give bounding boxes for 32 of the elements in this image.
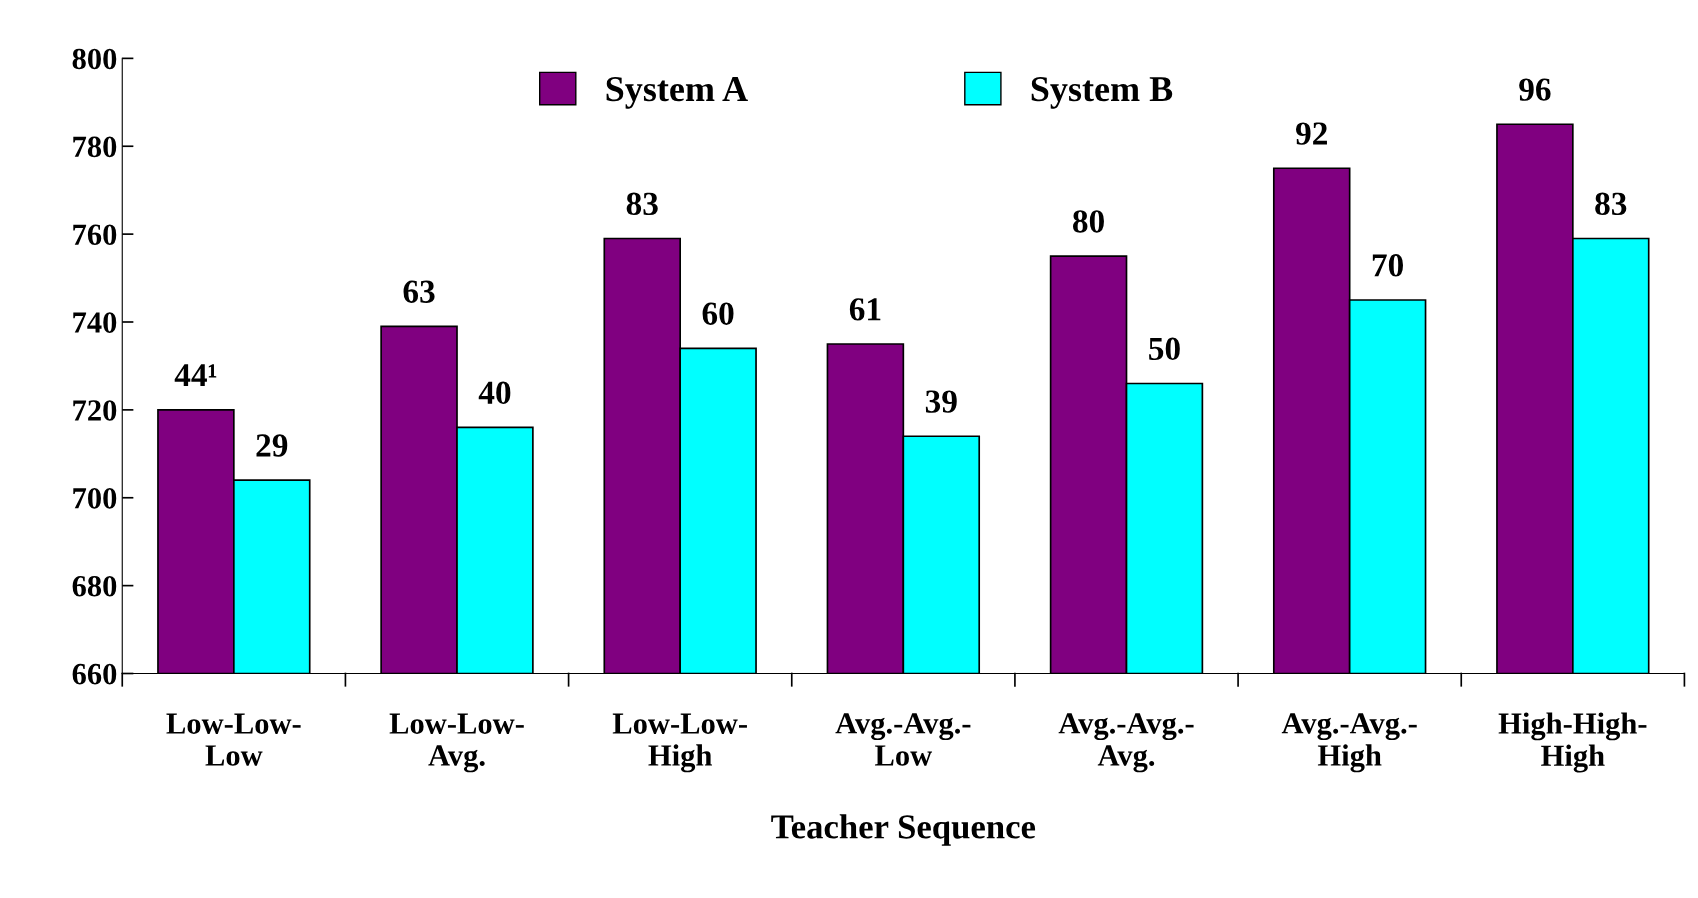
- x-tick-label: Avg.-Avg.- Avg.: [1058, 713, 1194, 773]
- annotation: 44¹: [174, 364, 217, 387]
- y-tick-label: 760: [73, 224, 117, 246]
- y-tick-label: 780: [73, 136, 117, 158]
- annotation: 92: [1295, 122, 1327, 145]
- x-tick-label: Low-Low- Avg.: [389, 713, 524, 773]
- y-tick-label: 740: [73, 312, 117, 333]
- annotation: 80: [1073, 210, 1104, 233]
- annotation: 40: [478, 381, 511, 405]
- y-tick-label: 660: [72, 663, 117, 685]
- annotation: 60: [702, 302, 734, 325]
- annotation: 96: [1519, 78, 1551, 101]
- legend-label: System A: [606, 77, 748, 109]
- annotation: 83: [1595, 192, 1627, 216]
- annotation: 50: [1149, 337, 1180, 361]
- x-tick-label: High-High- High: [1498, 712, 1647, 773]
- annotation: 29: [256, 434, 288, 457]
- annotation: 61: [849, 298, 881, 321]
- y-tick-label: 680: [72, 575, 117, 597]
- annotation: 39: [925, 390, 957, 413]
- y-tick-label: 700: [73, 488, 117, 509]
- y-tick-label: 800: [72, 48, 117, 70]
- x-tick-label: Low-Low- Low: [166, 713, 301, 766]
- x-tick-label: Avg.-Avg.- High: [1281, 713, 1417, 773]
- x-axis-title: Teacher Sequence: [771, 814, 1036, 846]
- x-tick-label: Avg.-Avg.- Low: [835, 713, 971, 766]
- x-tick-label: Low-Low- High: [612, 713, 747, 773]
- annotation: 70: [1372, 254, 1403, 277]
- legend-label: System B: [1031, 77, 1173, 109]
- y-tick-label: 720: [73, 400, 117, 421]
- annotation: 63: [403, 280, 435, 303]
- annotation: 83: [626, 192, 658, 216]
